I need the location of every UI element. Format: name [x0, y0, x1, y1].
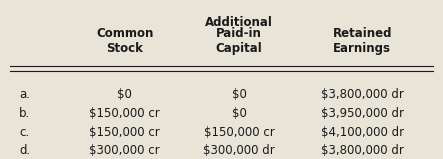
Text: $4,100,000 dr: $4,100,000 dr [321, 126, 404, 139]
Text: $3,950,000 dr: $3,950,000 dr [321, 107, 404, 120]
Text: $300,000 dr: $300,000 dr [203, 144, 275, 157]
Text: d.: d. [19, 144, 30, 157]
Text: c.: c. [19, 126, 29, 139]
Text: b.: b. [19, 107, 30, 120]
Text: Paid-in
Capital: Paid-in Capital [216, 27, 263, 55]
Text: $0: $0 [232, 88, 247, 101]
Text: a.: a. [19, 88, 30, 101]
Text: Retained
Earnings: Retained Earnings [333, 27, 392, 55]
Text: $150,000 cr: $150,000 cr [89, 107, 160, 120]
Text: $0: $0 [232, 107, 247, 120]
Text: $3,800,000 dr: $3,800,000 dr [321, 88, 404, 101]
Text: Additional: Additional [205, 16, 273, 29]
Text: $150,000 cr: $150,000 cr [89, 126, 160, 139]
Text: $0: $0 [117, 88, 132, 101]
Text: $150,000 cr: $150,000 cr [204, 126, 275, 139]
Text: $3,800,000 dr: $3,800,000 dr [321, 144, 404, 157]
Text: Common
Stock: Common Stock [96, 27, 153, 55]
Text: $300,000 cr: $300,000 cr [89, 144, 160, 157]
